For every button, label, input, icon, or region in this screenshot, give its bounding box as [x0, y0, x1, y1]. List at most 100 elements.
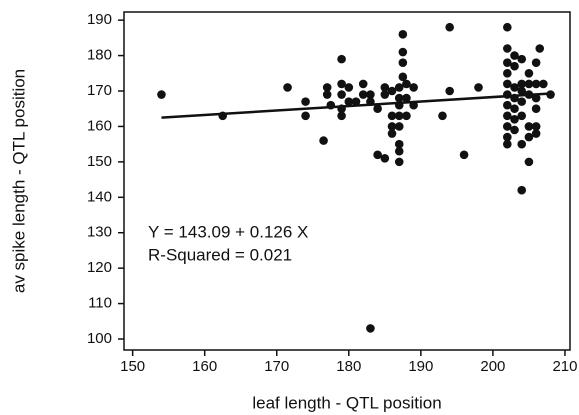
point	[358, 79, 368, 89]
point	[438, 111, 447, 121]
x-tick-label: 190	[408, 358, 433, 375]
point	[510, 61, 519, 71]
point	[510, 125, 519, 135]
point	[319, 136, 328, 145]
point	[517, 86, 527, 96]
point	[445, 22, 454, 32]
point	[510, 115, 519, 124]
point	[402, 79, 411, 89]
point	[474, 83, 483, 92]
point	[387, 86, 397, 96]
point	[531, 104, 541, 114]
x-tick-label: 200	[480, 358, 505, 375]
point	[503, 79, 512, 89]
point	[524, 132, 534, 142]
point	[531, 122, 541, 131]
point	[283, 83, 292, 92]
point	[517, 139, 527, 149]
point	[503, 58, 512, 67]
point	[503, 22, 512, 32]
point	[531, 79, 541, 89]
point	[394, 157, 404, 167]
point	[503, 111, 512, 121]
y-tick-label: 190	[87, 11, 112, 28]
point	[402, 111, 411, 121]
point	[524, 68, 534, 78]
y-axis-title: av spike length - QTL position	[9, 69, 28, 293]
point	[373, 104, 382, 114]
point	[517, 54, 527, 64]
plot-frame	[123, 11, 571, 351]
point	[531, 58, 541, 67]
point	[503, 122, 512, 131]
point	[394, 111, 404, 121]
point	[503, 68, 512, 78]
point	[366, 90, 375, 99]
point	[503, 132, 512, 142]
point	[535, 44, 545, 53]
point	[380, 83, 390, 92]
point	[531, 93, 541, 103]
x-tick-label: 150	[120, 358, 145, 375]
point	[398, 30, 408, 39]
point	[503, 139, 512, 149]
y-tick-label: 130	[87, 224, 112, 241]
point	[524, 122, 534, 131]
y-tick-label: 140	[87, 188, 112, 205]
point	[366, 324, 375, 333]
point	[380, 90, 390, 99]
annotation: Y = 143.09 + 0.126 X	[148, 222, 308, 241]
x-tick-label: 160	[192, 358, 217, 375]
point	[510, 104, 519, 114]
point	[510, 83, 519, 92]
point	[394, 139, 404, 149]
y-tick-label: 150	[87, 153, 112, 170]
point	[157, 90, 166, 99]
point	[322, 90, 332, 99]
y-tick-label: 170	[87, 82, 112, 99]
point	[503, 100, 512, 110]
point	[517, 185, 527, 195]
point	[524, 157, 534, 167]
point	[402, 93, 411, 103]
point	[398, 72, 408, 82]
y-tick-label: 120	[87, 259, 112, 276]
point	[301, 97, 310, 106]
point	[351, 97, 361, 106]
point	[387, 122, 397, 131]
x-axis-title: leaf length - QTL position	[252, 393, 441, 412]
regression-line	[161, 92, 551, 119]
point	[387, 129, 397, 138]
point	[380, 154, 390, 163]
point	[398, 47, 408, 57]
point	[337, 79, 346, 89]
point	[394, 83, 404, 92]
y-tick-label: 160	[87, 117, 112, 134]
point	[337, 111, 346, 121]
point	[398, 58, 408, 67]
x-tick-label: 210	[552, 358, 577, 375]
point	[531, 129, 541, 138]
x-tick-label: 180	[336, 358, 361, 375]
point	[517, 111, 527, 121]
x-tick-label: 170	[264, 358, 289, 375]
point	[344, 97, 354, 106]
point	[524, 79, 534, 89]
point	[394, 122, 404, 131]
point	[373, 150, 382, 160]
point	[459, 150, 469, 160]
point	[503, 44, 512, 53]
point	[517, 97, 527, 106]
y-tick-label: 110	[88, 295, 112, 312]
y-tick-label: 100	[87, 330, 112, 347]
y-tick-label: 180	[87, 47, 112, 64]
point	[394, 93, 404, 103]
annotation: R-Squared = 0.021	[148, 245, 292, 264]
point	[337, 90, 346, 99]
point	[409, 83, 418, 92]
point	[387, 111, 397, 121]
point	[539, 79, 548, 89]
point	[394, 146, 404, 156]
point	[358, 90, 368, 99]
